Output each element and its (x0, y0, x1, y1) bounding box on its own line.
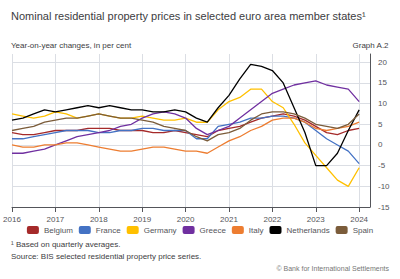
svg-text:© Bank for International Settl: © Bank for International Settlements (276, 265, 389, 272)
svg-text:2017: 2017 (46, 215, 64, 224)
svg-text:2018: 2018 (90, 215, 108, 224)
svg-text:Nominal residential property p: Nominal residential property prices in s… (11, 10, 366, 22)
svg-text:2022: 2022 (263, 215, 281, 224)
svg-text:Greece: Greece (200, 226, 227, 235)
svg-text:2020: 2020 (177, 215, 195, 224)
svg-text:2019: 2019 (133, 215, 151, 224)
svg-text:0: 0 (378, 140, 383, 149)
svg-text:5: 5 (378, 120, 383, 129)
svg-text:Netherlands: Netherlands (287, 226, 330, 235)
svg-text:2021: 2021 (220, 215, 238, 224)
svg-text:15: 15 (378, 78, 387, 87)
svg-text:2023: 2023 (307, 215, 325, 224)
svg-text:Year-on-year changes, in per c: Year-on-year changes, in per cent (11, 41, 132, 50)
svg-text:10: 10 (378, 99, 387, 108)
svg-text:2024: 2024 (350, 215, 368, 224)
svg-text:Germany: Germany (144, 226, 177, 235)
svg-text:Belgium: Belgium (44, 226, 73, 235)
svg-text:2016: 2016 (3, 215, 21, 224)
svg-text:France: France (96, 226, 121, 235)
svg-text:-15: -15 (378, 203, 390, 212)
svg-text:Graph A.2: Graph A.2 (353, 41, 390, 50)
svg-text:¹ Based on quarterly averages.: ¹ Based on quarterly averages. (11, 240, 120, 249)
svg-text:Spain: Spain (353, 226, 373, 235)
svg-text:20: 20 (378, 58, 387, 67)
svg-text:-10: -10 (378, 182, 390, 191)
svg-text:-5: -5 (378, 161, 386, 170)
svg-text:Source: BIS selected residenti: Source: BIS selected residential propert… (11, 252, 201, 261)
svg-text:Italy: Italy (249, 226, 264, 235)
